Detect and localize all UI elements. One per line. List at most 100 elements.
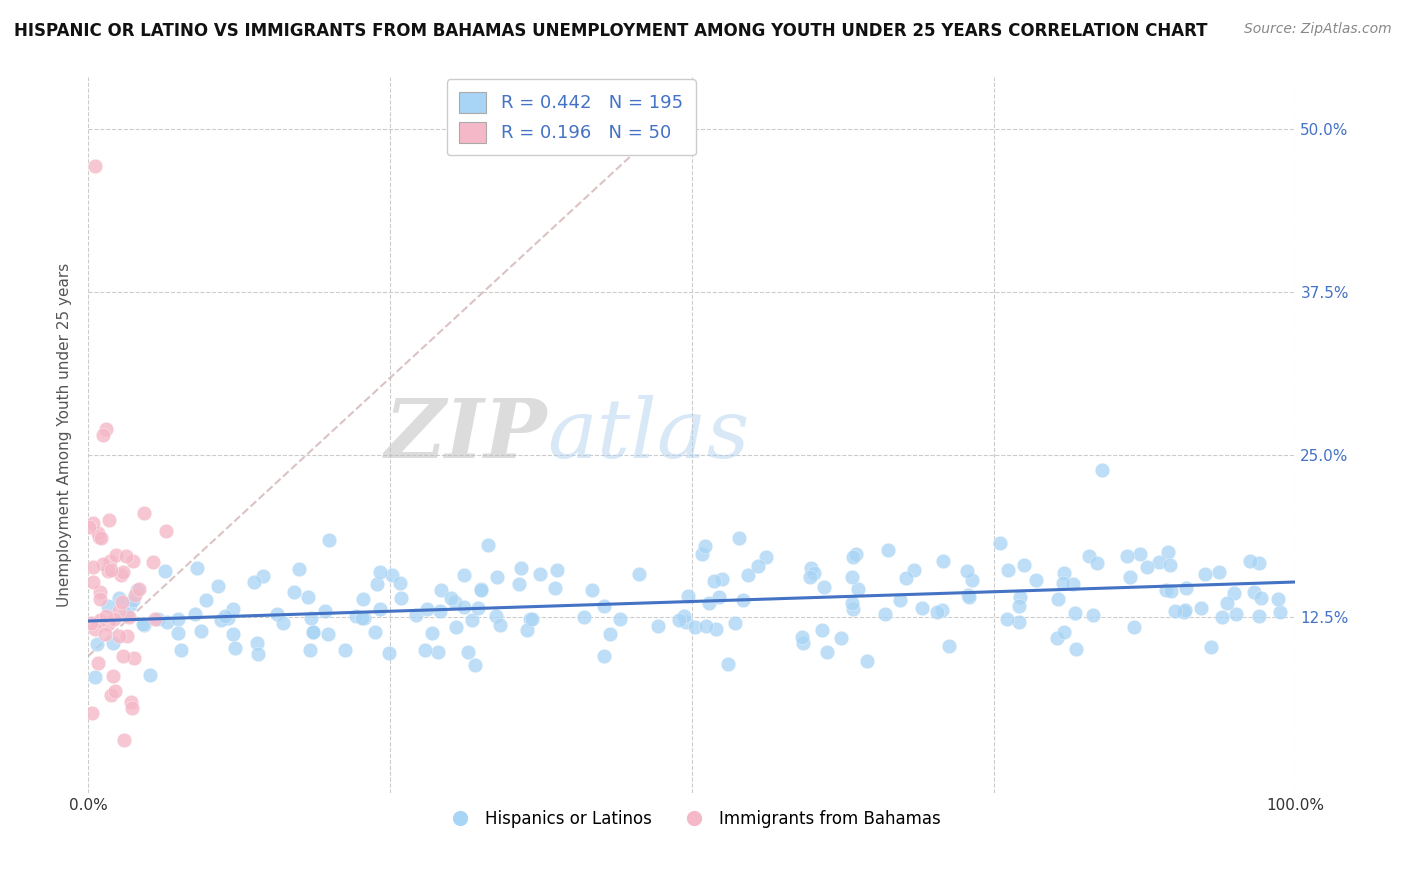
Point [1083,608,1105,623]
Point [440,591,463,605]
Point [302,625,325,640]
Point [87,526,110,541]
Point [121,701,143,715]
Point [841,570,863,584]
Point [697,597,720,611]
Point [856,654,879,668]
Point [1247,557,1270,571]
Point [101,669,124,683]
Point [486,569,509,583]
Point [79,520,101,534]
Y-axis label: Unemployment Among Youth under 25 years: Unemployment Among Youth under 25 years [58,263,72,607]
Point [416,601,439,615]
Point [107,629,129,643]
Point [1154,582,1177,597]
Point [544,581,567,595]
Point [314,604,336,618]
Point [1267,592,1289,607]
Point [207,579,229,593]
Point [1062,577,1084,591]
Point [80,615,103,630]
Point [461,613,484,627]
Point [675,615,697,629]
Point [799,570,821,584]
Point [91,428,114,442]
Point [988,536,1011,550]
Point [243,574,266,589]
Point [846,582,869,596]
Point [592,599,614,613]
Point [1119,570,1142,584]
Point [522,612,544,626]
Point [115,607,138,622]
Point [87,530,110,544]
Point [389,591,412,605]
Point [153,564,176,578]
Point [170,643,193,657]
Point [728,531,751,545]
Point [1225,607,1247,621]
Point [104,549,127,563]
Point [122,651,145,665]
Point [1064,641,1087,656]
Point [925,605,948,619]
Point [1025,573,1047,587]
Point [693,539,716,553]
Point [457,645,479,659]
Point [156,615,179,630]
Point [134,618,156,632]
Point [1189,600,1212,615]
Point [128,582,150,596]
Point [316,626,339,640]
Point [124,588,146,602]
Point [89,585,111,599]
Point [353,611,375,625]
Point [609,612,631,626]
Point [302,624,325,639]
Point [1008,615,1031,629]
Point [678,590,700,604]
Point [815,645,838,659]
Point [845,547,868,561]
Point [1211,610,1233,624]
Point [1173,605,1195,619]
Point [1136,560,1159,574]
Point [148,612,170,626]
Point [89,592,111,607]
Point [333,643,356,657]
Text: ZIP: ZIP [384,395,547,475]
Text: Source: ZipAtlas.com: Source: ZipAtlas.com [1244,22,1392,37]
Point [94,626,117,640]
Point [444,595,467,609]
Point [190,624,212,639]
Point [1116,549,1139,563]
Point [388,576,411,591]
Point [1046,631,1069,645]
Point [453,600,475,615]
Point [1012,558,1035,573]
Point [1199,640,1222,654]
Point [381,567,404,582]
Point [1122,620,1144,634]
Point [108,604,131,618]
Text: atlas: atlas [547,395,749,475]
Point [790,631,813,645]
Point [427,645,450,659]
Point [1222,586,1244,600]
Point [110,568,132,582]
Point [97,564,120,578]
Point [298,642,321,657]
Point [82,516,104,531]
Point [792,636,814,650]
Point [209,613,232,627]
Point [139,668,162,682]
Point [166,626,188,640]
Point [710,572,733,586]
Point [1008,599,1031,613]
Point [709,590,731,604]
Point [114,549,136,563]
Point [247,647,270,661]
Point [122,553,145,567]
Point [957,589,980,603]
Point [938,639,960,653]
